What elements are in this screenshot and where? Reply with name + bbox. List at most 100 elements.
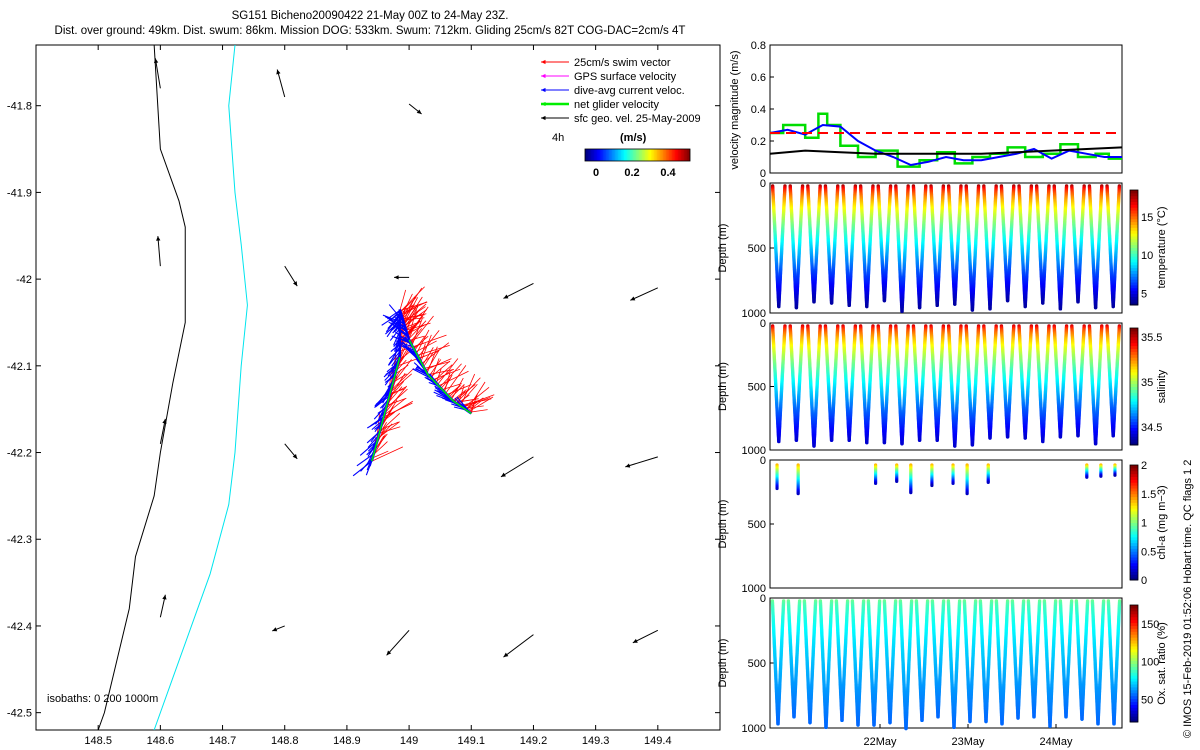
legend-colorbar-cell xyxy=(600,149,602,161)
legend-colorbar-cell xyxy=(601,149,604,161)
legend-colorbar-cell xyxy=(627,149,629,161)
swim-vector xyxy=(417,344,450,356)
temperature-section-colorbar-cell xyxy=(1130,201,1138,205)
legend-colorbar-cell xyxy=(637,149,640,161)
temperature-section-colorbar-cell xyxy=(1130,287,1138,292)
swim-vector xyxy=(416,329,430,354)
isobath-0m-line xyxy=(97,44,186,731)
swim-vector xyxy=(392,359,412,385)
legend-colorbar-cell xyxy=(676,149,679,161)
legend-colorbar-cell xyxy=(660,149,662,161)
swim-vector xyxy=(447,386,459,397)
swim-vector xyxy=(442,374,453,392)
velocity-y-tick-label: 0.4 xyxy=(751,104,766,116)
legend-colorbar-cell xyxy=(651,149,653,161)
temperature-section-point xyxy=(812,300,816,304)
temperature-section-colorbar-cell xyxy=(1130,192,1138,197)
swim-vector xyxy=(394,364,409,375)
temperature-section-colorbar-cell xyxy=(1130,213,1138,217)
temperature-section-colorbar-cell xyxy=(1130,259,1138,263)
temperature-section-axes-frame xyxy=(769,182,1123,314)
swim-vector xyxy=(430,360,451,378)
geo-velocity-arrow xyxy=(154,58,161,89)
map-x-tick-label: 149.4 xyxy=(644,735,672,747)
legend-colorbar-cell xyxy=(613,149,616,161)
map-x-tick-label: 148.9 xyxy=(333,735,361,747)
swim-vector xyxy=(444,372,451,393)
legend-colorbar-cell xyxy=(675,149,677,161)
dive-avg-current-vector xyxy=(384,367,398,381)
map-x-tick-label: 148.5 xyxy=(84,735,112,747)
swim-vector xyxy=(383,398,406,416)
map-x-tick-label: 149.1 xyxy=(458,735,486,747)
swim-vector xyxy=(403,296,416,322)
legend-colorbar-cell xyxy=(607,149,610,161)
temperature-section-point xyxy=(917,305,922,310)
temperature-section-colorbar-cell xyxy=(1130,218,1138,223)
geo-velocity-arrow xyxy=(157,236,161,267)
legend-colorbar-cell xyxy=(688,149,691,161)
swim-vector xyxy=(450,384,465,399)
temperature-section-colorbar-cell xyxy=(1130,233,1138,237)
swim-vector xyxy=(425,358,452,371)
swim-vector xyxy=(408,320,427,340)
geo-velocity-arrow-head xyxy=(162,418,167,424)
swim-vector xyxy=(437,358,459,385)
geo-velocity-arrow-head xyxy=(292,281,298,287)
swim-vector xyxy=(427,369,454,376)
velocity-y-tick-label: 0.2 xyxy=(751,136,766,148)
velocity-series-1 xyxy=(769,123,1122,167)
legend-colorbar-cell xyxy=(610,149,613,161)
legend-entry-1: GPS surface velocity xyxy=(574,71,677,83)
geo-velocity-arrow xyxy=(500,456,534,478)
legend-entry-4: sfc geo. vel. 25-May-2009 xyxy=(574,113,701,125)
swim-vector xyxy=(457,385,465,405)
map-x-tick-label: 149.3 xyxy=(582,735,610,747)
swim-vector xyxy=(451,377,464,400)
swim-vector xyxy=(401,293,413,317)
swim-vector xyxy=(407,306,429,337)
map-x-tick-label: 149 xyxy=(400,735,418,747)
temperature-section-colorbar-tick: 15 xyxy=(1141,212,1153,224)
swim-vector xyxy=(422,347,434,366)
swim-vector xyxy=(379,426,401,434)
legend-colorbar-cell xyxy=(622,149,625,161)
swim-vector xyxy=(405,310,419,330)
temperature-section-colorbar-cell xyxy=(1130,198,1138,202)
legend-colorbar-tick: 0.4 xyxy=(660,167,676,179)
salinity-section-y-axis-label: Depth (m) xyxy=(717,362,729,411)
legend-colorbar-cell xyxy=(628,149,631,161)
legend-colorbar-cell xyxy=(685,149,688,161)
legend-colorbar-cell xyxy=(595,149,598,161)
velocity-series-2 xyxy=(769,146,1123,155)
geo-velocity-arrow xyxy=(503,634,534,658)
velocity-y-axis-label: velocity magnitude (m/s) xyxy=(729,50,741,169)
temperature-section-point xyxy=(1093,305,1098,310)
swim-vector xyxy=(374,433,388,450)
temperature-section-colorbar-cell xyxy=(1130,273,1138,277)
temperature-section-colorbar-cell xyxy=(1130,230,1138,234)
temperature-section-colorbar-cell xyxy=(1130,241,1138,246)
legend-colorbar-cell xyxy=(640,149,643,161)
temperature-section-colorbar-cell xyxy=(1130,253,1138,257)
swim-vector xyxy=(382,411,396,423)
temperature-section-point xyxy=(777,304,781,309)
temperature-section-point xyxy=(829,301,834,305)
dive-avg-current-vector xyxy=(388,348,401,360)
legend-colorbar-cell xyxy=(687,149,689,161)
legend-colorbar-cell xyxy=(616,149,619,161)
swim-vector xyxy=(411,318,423,346)
swim-vector xyxy=(420,334,432,362)
legend-colorbar-cell xyxy=(619,149,622,161)
dive-avg-current-vector xyxy=(388,351,401,366)
legend-arrow-0-head xyxy=(541,59,546,65)
map-x-tick-label: 148.7 xyxy=(209,735,237,747)
velocity-y-tick-label: 0 xyxy=(760,168,766,180)
dive-avg-current-vector xyxy=(391,353,401,367)
legend-colorbar-cell xyxy=(588,149,590,161)
temperature-section-point xyxy=(847,303,851,308)
temperature-section-colorbar-cell xyxy=(1130,290,1138,294)
salinity-section-y-tick-label: 0 xyxy=(760,318,766,330)
swim-vector xyxy=(406,315,413,332)
legend-colorbar-cell xyxy=(618,149,620,161)
